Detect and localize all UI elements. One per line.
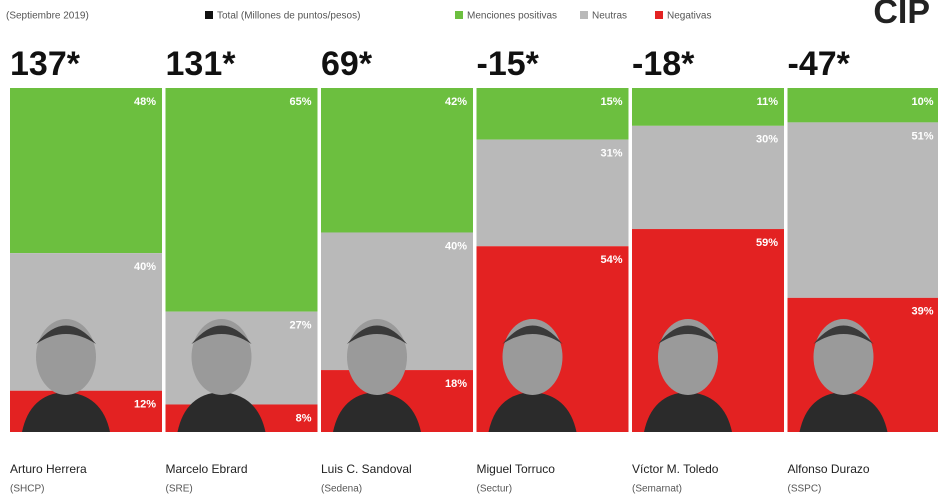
value-label: 15% xyxy=(600,96,622,108)
value-label: 12% xyxy=(134,399,156,411)
legend-label: Total (Millones de puntos/pesos) xyxy=(217,11,360,22)
value-label: 30% xyxy=(756,134,778,146)
value-label: 51% xyxy=(911,130,933,142)
category-label: Alfonso Durazo xyxy=(788,462,870,476)
total-label: 131* xyxy=(166,45,237,83)
value-label: 65% xyxy=(289,96,311,108)
value-label: 27% xyxy=(289,320,311,332)
value-label: 40% xyxy=(134,261,156,273)
legend-swatch xyxy=(455,11,463,19)
total-label: 69* xyxy=(321,45,373,83)
total-label: 137* xyxy=(10,45,81,83)
value-label: 18% xyxy=(445,378,467,390)
value-label: 11% xyxy=(757,96,779,108)
total-label: -47* xyxy=(788,45,851,83)
bar-segment xyxy=(788,122,938,297)
subcategory-label: (SSPC) xyxy=(788,484,822,495)
value-label: 54% xyxy=(600,254,622,266)
bar-segment xyxy=(321,88,473,232)
value-label: 40% xyxy=(445,240,467,252)
legend-swatch xyxy=(655,11,663,19)
value-label: 48% xyxy=(134,96,156,108)
legend-swatch xyxy=(580,11,588,19)
bar-segment xyxy=(166,88,318,312)
value-label: 31% xyxy=(600,148,622,160)
value-label: 42% xyxy=(445,96,467,108)
value-label: 59% xyxy=(756,237,778,249)
bar-segment xyxy=(10,88,162,253)
legend-label: Negativas xyxy=(667,11,711,22)
category-label: Luis C. Sandoval xyxy=(321,462,412,476)
value-label: 10% xyxy=(911,96,933,108)
legend-swatch xyxy=(205,11,213,19)
total-label: -18* xyxy=(632,45,695,83)
value-label: 8% xyxy=(296,412,312,424)
subtitle: (Septiembre 2019) xyxy=(6,11,89,22)
subcategory-label: (Sedena) xyxy=(321,484,362,495)
category-label: Víctor M. Toledo xyxy=(632,462,719,476)
subcategory-label: (Sectur) xyxy=(477,484,513,495)
legend-label: Neutras xyxy=(592,11,627,22)
category-label: Arturo Herrera xyxy=(10,462,87,476)
logo: CIP xyxy=(873,0,930,31)
category-label: Miguel Torruco xyxy=(477,462,556,476)
subcategory-label: (SHCP) xyxy=(10,484,44,495)
category-label: Marcelo Ebrard xyxy=(166,462,248,476)
total-label: -15* xyxy=(477,45,540,83)
subcategory-label: (SRE) xyxy=(166,484,193,495)
value-label: 39% xyxy=(911,306,933,318)
subcategory-label: (Semarnat) xyxy=(632,484,682,495)
legend-label: Menciones positivas xyxy=(467,11,557,22)
